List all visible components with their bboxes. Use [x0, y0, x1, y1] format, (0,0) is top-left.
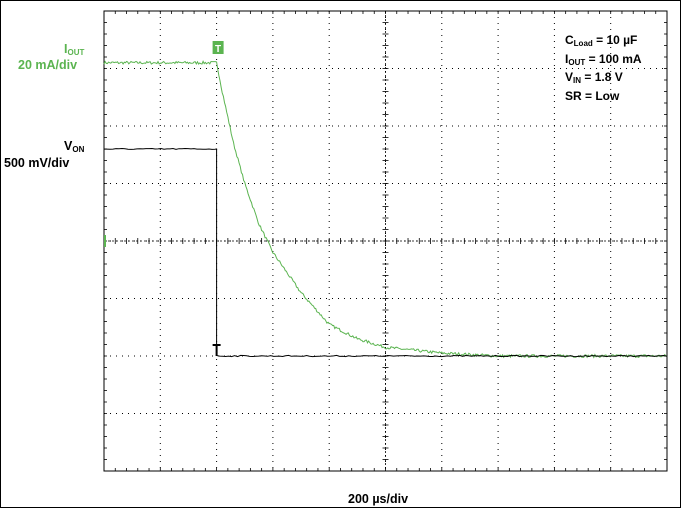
iout-label: IOUT: [64, 42, 85, 57]
trigger-marker-text: T: [215, 44, 221, 55]
trigger-marker-iout: [212, 41, 224, 54]
cond-iout: IOUT = 100 mA: [565, 51, 642, 67]
x-scale-label: 200 µs/div: [348, 492, 409, 506]
von-trace: [104, 147, 668, 358]
iout-scale: 20 mA/div: [18, 58, 78, 72]
cond-sr: SR = Low: [565, 88, 620, 103]
von-scale: 500 mV/div: [4, 156, 70, 170]
test-conditions: CLoad = 10 µF IOUT = 100 mA VIN = 1.8 V …: [565, 33, 642, 103]
traces: T: [103, 41, 668, 359]
von-label: VON: [64, 139, 85, 154]
cond-cload: CLoad = 10 µF: [565, 33, 638, 48]
grid: [103, 10, 668, 472]
cond-vin: VIN = 1.8 V: [565, 70, 623, 85]
